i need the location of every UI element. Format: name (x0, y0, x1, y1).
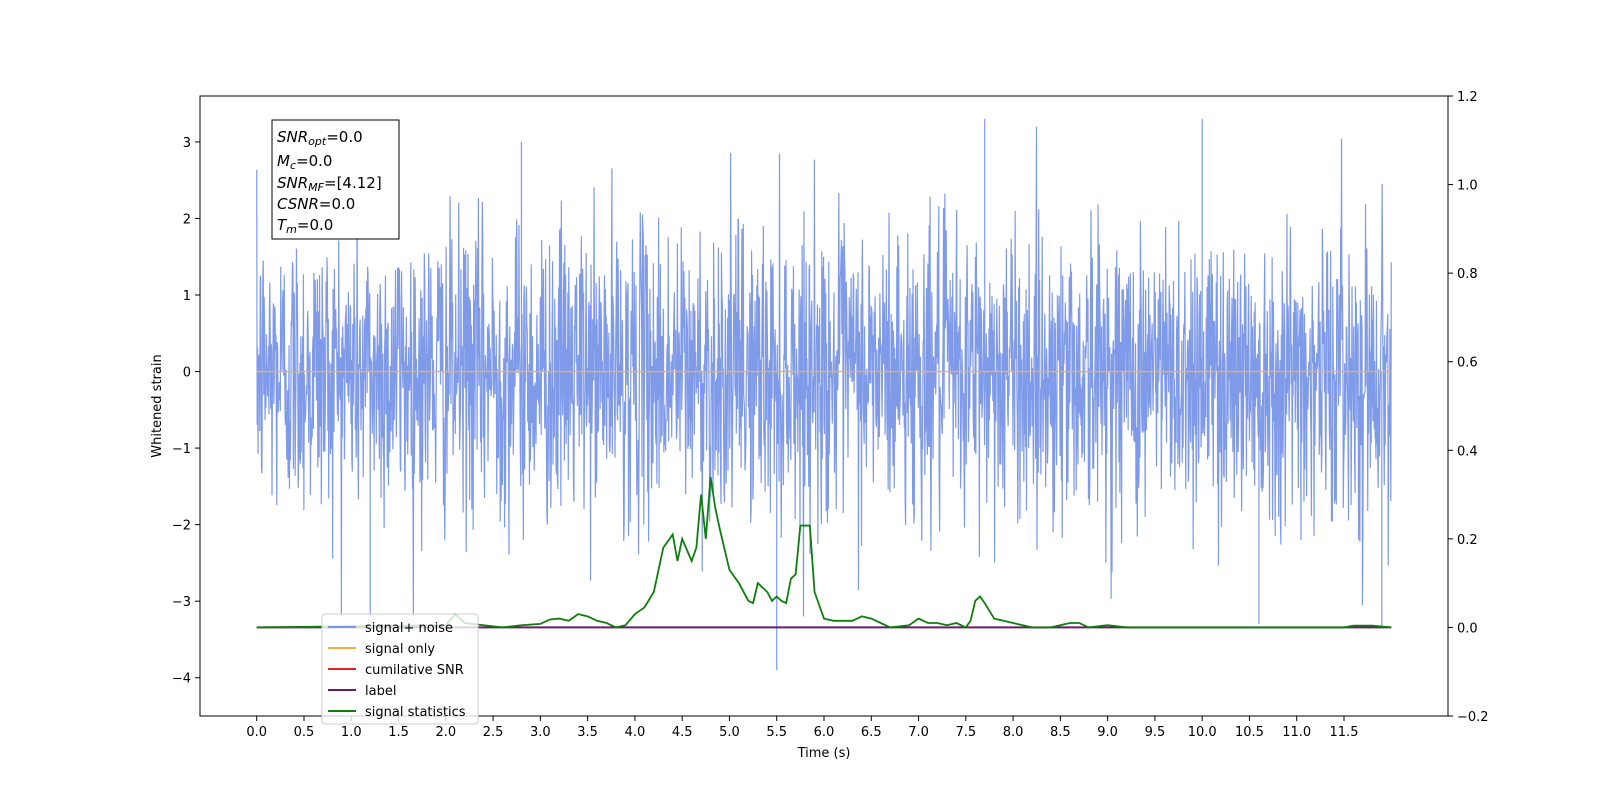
x-tick-label: 0.5 (294, 725, 315, 740)
y2-tick-label: 0.8 (1457, 267, 1478, 282)
y-tick-label: 1 (183, 289, 191, 304)
y-tick-label: −1 (172, 442, 191, 457)
annotation-line: SNRopt=0.0 (277, 128, 363, 148)
legend-entry-label: label (365, 684, 396, 699)
y-tick-label: 3 (183, 136, 191, 151)
y2-tick-label: 1.2 (1457, 90, 1478, 105)
legend-entry-label: signal only (365, 642, 435, 657)
legend: signal+ noise signal only cumilative SNR la… (321, 613, 479, 725)
y2-tick-label: 0.4 (1457, 444, 1478, 459)
y2-tick-label: 1.0 (1457, 179, 1478, 194)
x-tick-label: 3.0 (530, 725, 551, 740)
x-tick-label: 11.5 (1330, 725, 1359, 740)
series-signal-plus-noise-line (256, 118, 1392, 671)
x-tick-label: 7.5 (955, 725, 976, 740)
x-tick-label: 6.0 (814, 725, 835, 740)
annotation-line: SNRMF=[4.12] (277, 174, 382, 194)
y-tick-label: 0 (183, 366, 191, 381)
y2-tick-label: 0.6 (1457, 356, 1478, 371)
y-axis-label: Whitened strain (150, 354, 165, 457)
legend-frame (321, 613, 479, 725)
y2-tick-label: 0.0 (1457, 621, 1478, 636)
x-tick-label: 10.5 (1235, 725, 1264, 740)
legend-entry-label: signal statistics (365, 705, 466, 720)
x-tick-label: 7.0 (908, 725, 929, 740)
x-tick-label: 4.0 (625, 725, 646, 740)
x-tick-label: 0.0 (246, 725, 267, 740)
x-tick-label: 9.5 (1145, 725, 1166, 740)
annotation-box-frame (271, 119, 400, 240)
legend-entry-label: signal+ noise (365, 621, 453, 636)
y2-tick-label: 0.2 (1457, 533, 1478, 548)
x-tick-label: 2.5 (483, 725, 504, 740)
legend-entry-label: cumilative SNR (365, 663, 464, 678)
x-tick-label: 6.5 (861, 725, 882, 740)
x-tick-label: 9.0 (1097, 725, 1118, 740)
x-axis-label: Time (s) (797, 746, 851, 761)
x-tick-label: 4.5 (672, 725, 693, 740)
x-tick-label: 3.5 (577, 725, 598, 740)
x-tick-label: 1.0 (341, 725, 362, 740)
x-tick-label: 5.5 (766, 725, 787, 740)
x-tick-label: 8.0 (1003, 725, 1024, 740)
y-tick-label: 2 (183, 212, 191, 227)
y-tick-label: −2 (172, 519, 191, 534)
x-tick-label: 11.0 (1282, 725, 1311, 740)
axis-ticks: 0.0 0.5 1.0 1.5 2.0 2.5 3.0 3.5 4.0 4.5 5.0 5.5 6.0 6… (172, 90, 1489, 740)
annotation-line: Tm=0.0 (277, 216, 333, 236)
x-tick-label: 1.5 (388, 725, 409, 740)
x-tick-label: 10.0 (1188, 725, 1217, 740)
series-signal-statistics-line (256, 476, 1392, 629)
x-tick-label: 2.0 (435, 725, 456, 740)
y-tick-label: −3 (172, 595, 191, 610)
x-tick-label: 8.5 (1050, 725, 1071, 740)
annotation-line: Mc=0.0 (277, 152, 332, 172)
annotation-line: CSNR=0.0 (277, 195, 355, 213)
y-tick-label: −4 (172, 672, 191, 687)
y2-tick-label: −0.2 (1457, 710, 1489, 725)
x-tick-label: 5.0 (719, 725, 740, 740)
